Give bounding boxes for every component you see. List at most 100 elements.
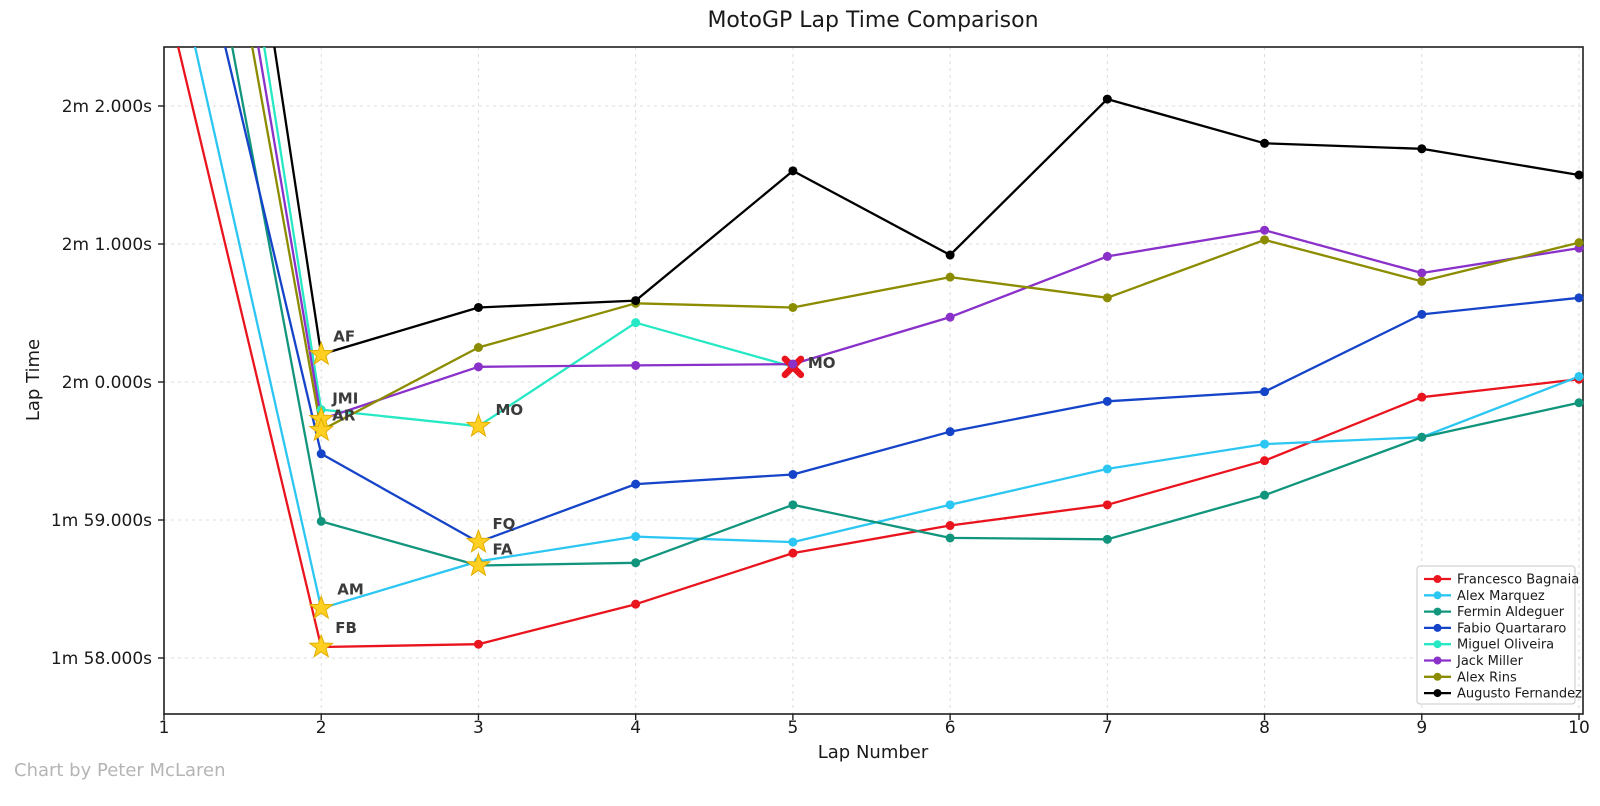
- x-tick-label: 8: [1259, 718, 1270, 738]
- data-point: [1574, 398, 1584, 408]
- annotation-label: AM: [337, 580, 364, 598]
- legend-swatch-marker: [1433, 672, 1442, 681]
- x-tick-label: 2: [316, 718, 327, 738]
- data-point: [788, 537, 798, 547]
- legend-swatch-marker: [1433, 656, 1442, 665]
- series-line-fb: [177, 47, 1581, 649]
- x-tick-label: 6: [945, 718, 956, 738]
- y-tick-label: 2m 2.000s: [62, 97, 152, 117]
- data-point: [1417, 276, 1427, 286]
- data-point: [1417, 432, 1427, 442]
- series-line-af: [273, 47, 1581, 356]
- data-point: [1102, 396, 1112, 406]
- data-point: [1102, 464, 1112, 474]
- data-point: [1260, 439, 1270, 449]
- annotation-label: JMI: [331, 389, 358, 407]
- annotation-label: MO: [495, 401, 523, 419]
- data-point: [473, 362, 483, 372]
- data-point: [1574, 371, 1584, 381]
- x-tick-label: 5: [787, 718, 798, 738]
- series-line-fq: [224, 47, 1581, 544]
- legend-label: Jack Miller: [1456, 654, 1524, 669]
- data-point: [1417, 392, 1427, 402]
- x-tick-label: 10: [1568, 718, 1590, 738]
- x-tick-label: 1: [159, 718, 170, 738]
- annotation-label: AR: [332, 406, 356, 424]
- data-point: [1260, 490, 1270, 500]
- data-point: [788, 359, 798, 369]
- y-tick-label: 1m 59.000s: [51, 511, 152, 531]
- data-point: [945, 500, 955, 510]
- y-axis-label: Lap Time: [23, 339, 44, 421]
- x-tick-label: 7: [1102, 718, 1113, 738]
- legend-swatch-marker: [1433, 689, 1442, 698]
- y-tick-label: 2m 0.000s: [62, 373, 152, 393]
- data-point: [1260, 235, 1270, 245]
- series-line-am: [193, 47, 1581, 610]
- legend-label: Fermin Aldeguer: [1457, 605, 1565, 620]
- x-tick-label: 9: [1416, 718, 1427, 738]
- data-point: [788, 469, 798, 479]
- y-tick-label: 2m 1.000s: [62, 235, 152, 255]
- data-point: [631, 532, 641, 542]
- fastest-lap-star-fq: [465, 528, 492, 554]
- legend-swatch-marker: [1433, 640, 1442, 649]
- x-axis-label: Lap Number: [818, 742, 929, 763]
- data-point: [631, 479, 641, 489]
- data-point: [945, 312, 955, 322]
- data-point: [631, 318, 641, 328]
- data-point: [631, 599, 641, 609]
- series-lines: [177, 47, 1581, 649]
- annotation-label: FB: [335, 619, 357, 637]
- fastest-lap-star-fa: [465, 551, 492, 577]
- data-point: [1102, 293, 1112, 303]
- legend-box: [1416, 565, 1576, 705]
- data-point: [1574, 170, 1584, 180]
- x-tick-label: 3: [473, 718, 484, 738]
- legend-swatch-marker: [1433, 575, 1442, 583]
- x-tick-labels: 1 2 3 4 5 6 7 8 9 10: [159, 718, 1590, 738]
- data-point: [945, 272, 955, 282]
- data-point: [631, 360, 641, 370]
- chart-title: MotoGP Lap Time Comparison: [707, 8, 1038, 33]
- data-point: [1417, 268, 1427, 278]
- legend-swatch-marker: [1433, 591, 1442, 600]
- data-point: [1260, 387, 1270, 397]
- data-point: [473, 302, 483, 312]
- data-point: [788, 500, 798, 510]
- data-point: [1260, 138, 1270, 148]
- data-point: [1417, 309, 1427, 319]
- legend-label: Alex Rins: [1457, 670, 1517, 685]
- annotation-label: MO: [808, 354, 836, 372]
- data-point: [316, 516, 326, 526]
- legend-label: Augusto Fernandez: [1457, 687, 1582, 702]
- y-tick-label: 1m 58.000s: [51, 649, 152, 669]
- fastest-lap-star-af: [308, 340, 334, 366]
- legend-label: Miguel Oliveira: [1457, 638, 1554, 653]
- x-tick-label: 4: [630, 718, 641, 738]
- fastest-lap-star-mo: [465, 412, 492, 438]
- data-point: [788, 548, 798, 558]
- legend-swatch-marker: [1433, 607, 1442, 616]
- data-point: [1102, 251, 1112, 261]
- data-point: [945, 250, 955, 260]
- data-point: [1260, 225, 1270, 235]
- series-line-jmi: [257, 47, 1581, 421]
- data-point-markers: [308, 94, 1584, 658]
- fastest-lap-star-ar: [308, 416, 334, 442]
- data-point: [945, 533, 955, 543]
- data-point: [1417, 144, 1427, 154]
- annotation-label: FQ: [492, 515, 515, 533]
- data-point: [631, 558, 641, 568]
- data-point: [1102, 500, 1112, 510]
- data-point: [945, 427, 955, 437]
- data-point: [788, 302, 798, 312]
- data-point: [1102, 94, 1112, 104]
- data-point: [945, 521, 955, 531]
- legend-label: Francesco Bagnaia: [1457, 573, 1579, 588]
- data-point: [788, 166, 798, 176]
- data-point: [1102, 534, 1112, 544]
- data-point: [1574, 293, 1584, 303]
